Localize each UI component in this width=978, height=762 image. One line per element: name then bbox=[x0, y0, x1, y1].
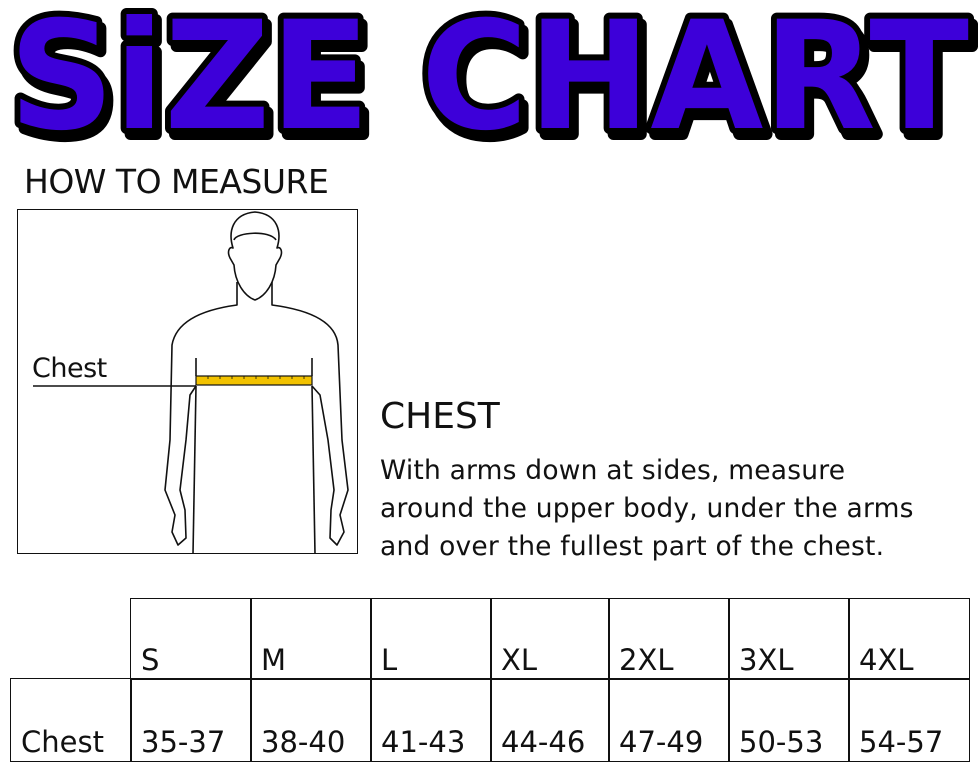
how-to-measure-heading: HOW TO MEASURE bbox=[24, 162, 329, 201]
cell-text: S bbox=[141, 642, 160, 677]
size-chart-title-logo: SiZE CHART bbox=[3, 0, 975, 170]
size-header-cell: S bbox=[130, 598, 252, 680]
cell-text: 2XL bbox=[619, 642, 674, 677]
size-header-cell: XL bbox=[490, 598, 610, 680]
cell-text: 38-40 bbox=[261, 724, 346, 759]
chest-instructions: With arms down at sides, measure around … bbox=[380, 452, 978, 566]
cell-text: 54-57 bbox=[859, 724, 944, 759]
cell-text: XL bbox=[501, 642, 538, 677]
chest-value-cell: 50-53 bbox=[728, 678, 850, 762]
chest-value-cell: 44-46 bbox=[490, 678, 610, 762]
cell-text: Chest bbox=[21, 724, 104, 759]
body-outline-illustration bbox=[33, 211, 349, 554]
cell-text: M bbox=[261, 642, 287, 677]
chest-value-cell: 38-40 bbox=[250, 678, 372, 762]
chest-value-cell: 54-57 bbox=[848, 678, 970, 762]
figure-chest-label: Chest bbox=[32, 353, 107, 384]
cell-text: 35-37 bbox=[141, 724, 226, 759]
chest-value-cell: 41-43 bbox=[370, 678, 492, 762]
cell-text: 47-49 bbox=[619, 724, 704, 759]
cell-text: 50-53 bbox=[739, 724, 824, 759]
instruction-line: With arms down at sides, measure bbox=[380, 455, 846, 486]
row-header-chest: Chest bbox=[10, 678, 132, 762]
size-header-cell: 2XL bbox=[608, 598, 730, 680]
size-header-cell: 4XL bbox=[848, 598, 970, 680]
instruction-line: around the upper body, under the arms bbox=[380, 493, 914, 524]
size-header-cell: L bbox=[370, 598, 492, 680]
cell-text: 44-46 bbox=[501, 724, 586, 759]
size-header-cell: 3XL bbox=[728, 598, 850, 680]
chest-heading: CHEST bbox=[380, 396, 500, 437]
size-header-cell: M bbox=[250, 598, 372, 680]
measuring-tape bbox=[195, 375, 313, 386]
cell-text: L bbox=[381, 642, 398, 677]
title-text: SiZE CHART bbox=[9, 0, 969, 164]
instruction-line: and over the fullest part of the chest. bbox=[380, 531, 885, 562]
cell-text: 41-43 bbox=[381, 724, 466, 759]
cell-text: 4XL bbox=[859, 642, 914, 677]
cell-text: 3XL bbox=[739, 642, 794, 677]
chest-value-cell: 35-37 bbox=[130, 678, 252, 762]
chest-value-cell: 47-49 bbox=[608, 678, 730, 762]
measure-figure-frame bbox=[17, 209, 358, 554]
